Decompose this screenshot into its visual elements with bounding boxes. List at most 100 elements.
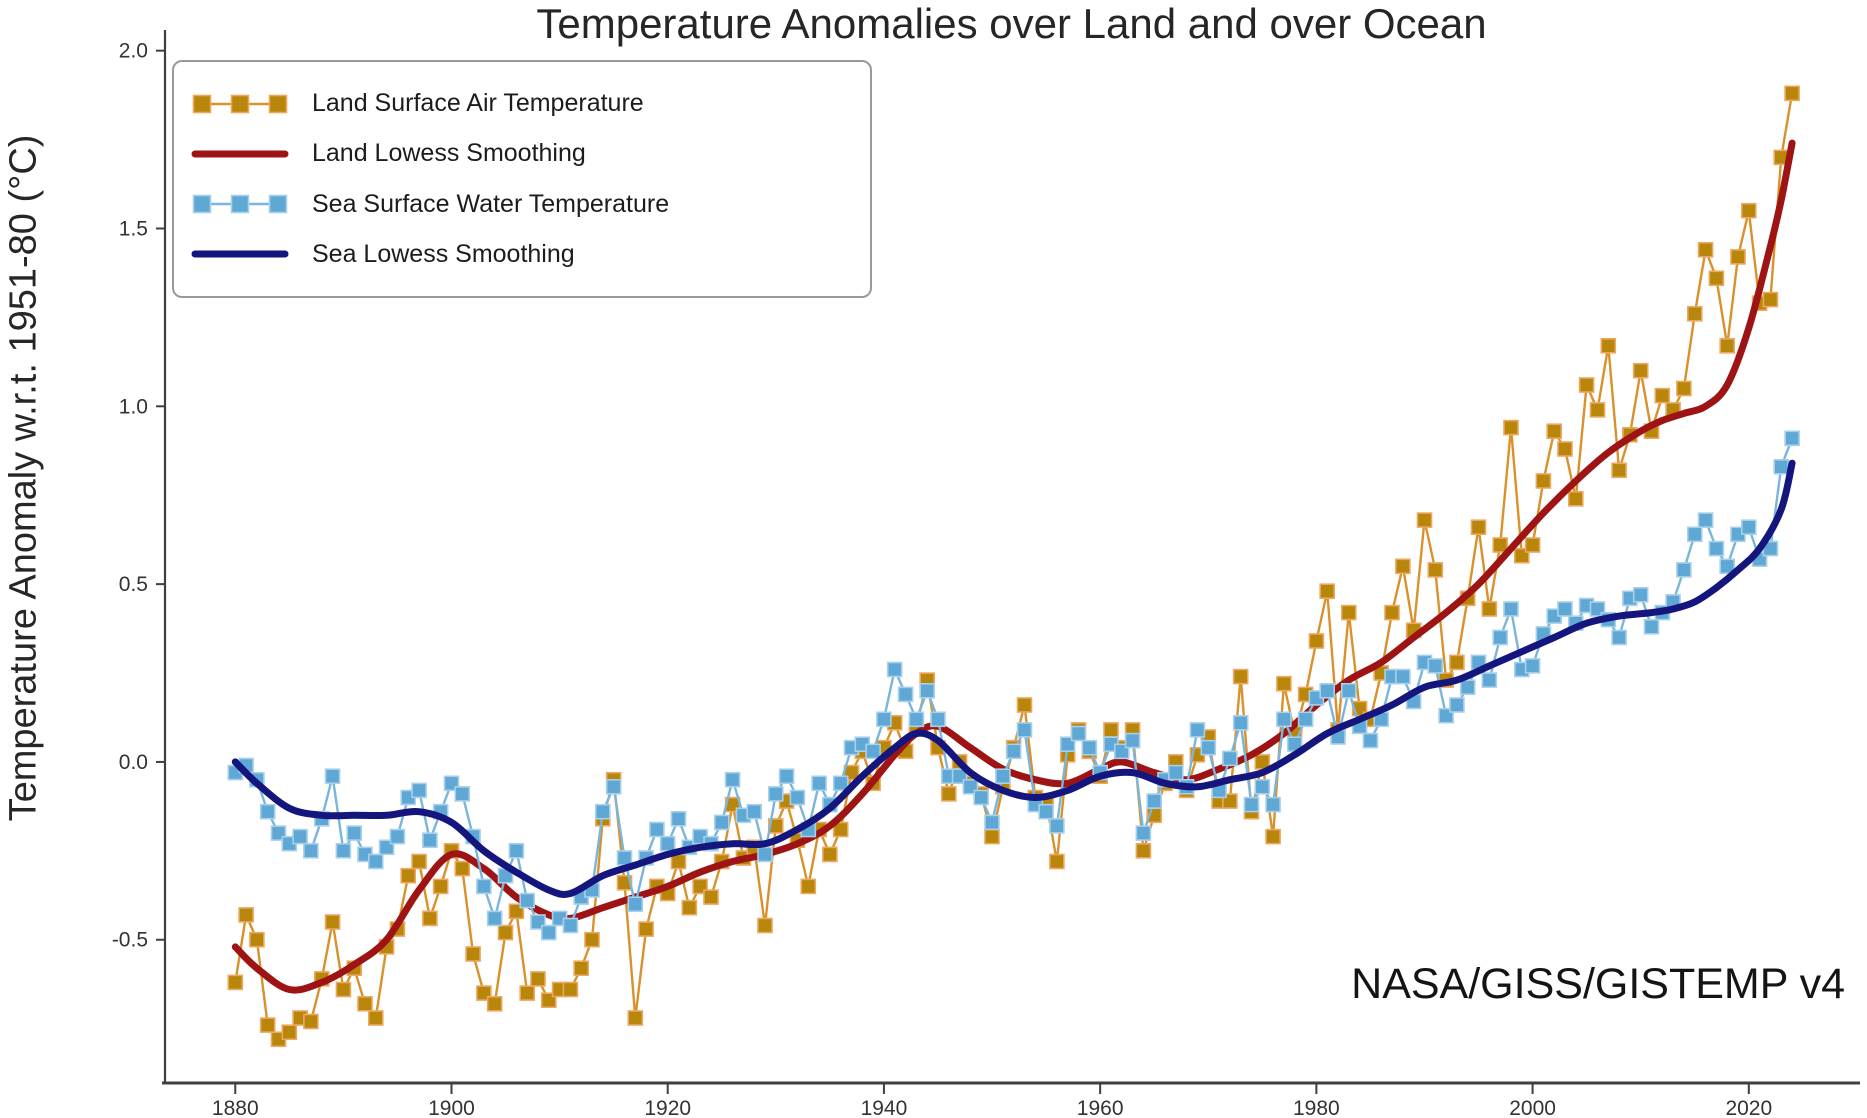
land-annual-series-marker: [1319, 583, 1335, 600]
y-tick-label: -0.5: [112, 929, 148, 952]
sea-lowess-series: [231, 459, 1796, 898]
land-annual-series-marker: [1611, 462, 1627, 479]
sea-annual-series-marker: [476, 878, 492, 895]
y-tick-label: 1.0: [119, 395, 148, 418]
sea-annual-series-marker: [1341, 682, 1357, 699]
sea-annual-series-marker: [605, 778, 622, 795]
data-source-attribution: NASA/GISS/GISTEMP v4: [1351, 960, 1845, 1008]
land-annual-series-marker: [1762, 291, 1779, 308]
sea-annual-series-marker: [1362, 732, 1379, 749]
sea-annual-series-marker: [1124, 732, 1141, 749]
sea-annual-series-marker: [778, 768, 795, 785]
land-annual-series-marker: [1503, 419, 1519, 436]
sea-annual-series-marker: [1741, 519, 1757, 536]
legend-label: Sea Surface Water Temperature: [312, 189, 670, 218]
land-annual-series-marker: [367, 1010, 384, 1026]
sea-annual-series-marker: [1784, 430, 1800, 447]
sea-annual-series-marker: [1708, 540, 1725, 557]
sea-annual-series-marker: [1773, 458, 1789, 475]
sea-lowess-series-line: [231, 459, 1796, 898]
land-annual-series-marker: [1449, 654, 1465, 671]
sea-annual-series-marker: [789, 789, 806, 806]
sea-annual-series-marker: [832, 775, 849, 792]
sea-annual-series-marker: [486, 910, 503, 927]
land-annual-series-marker: [454, 860, 471, 877]
land-annual-series-marker: [1557, 441, 1573, 457]
land-annual-series-marker: [1719, 337, 1735, 354]
sea-annual-series-marker: [1081, 739, 1098, 756]
land-annual-series-marker: [1341, 604, 1357, 621]
sea-annual-series-marker: [886, 661, 903, 678]
sea-annual-series-marker: [259, 803, 276, 820]
land-annual-series-marker: [1308, 633, 1325, 649]
sea-annual-series-marker: [1611, 629, 1627, 646]
sea-annual-series-marker: [1135, 825, 1152, 841]
legend-item-sea-lowess: Sea Lowess Smoothing: [190, 240, 870, 269]
sea-annual-series-marker: [1687, 526, 1703, 543]
land-annual-series-marker: [1470, 519, 1487, 536]
sea-annual-series-marker: [389, 828, 406, 845]
y-axis-label: Temperature Anomaly w.r.t. 1951-80 (°C): [2, 134, 45, 822]
land-annual-series-marker: [486, 995, 503, 1012]
sea-annual-series-marker: [303, 842, 319, 859]
legend-label: Land Lowess Smoothing: [312, 139, 586, 168]
sea-annual-series-marker: [1676, 562, 1692, 578]
land-annual-series-marker: [703, 889, 719, 905]
sea-annual-series-marker: [335, 842, 352, 859]
land-annual-series-marker: [1708, 270, 1725, 287]
land-annual-series-marker: [562, 981, 579, 998]
sea-annual-series-marker: [519, 892, 536, 909]
sea-annual-series-marker: [1005, 743, 1022, 760]
land-annual-series-marker: [324, 914, 341, 930]
sea-annual-series-marker: [1503, 601, 1519, 617]
land-annual-series-marker: [767, 818, 784, 834]
sea-annual-series-marker: [876, 711, 892, 728]
land-annual-series-marker: [822, 846, 838, 863]
sea-annual-series-marker: [649, 821, 665, 838]
sea-lowess-swatch-icon: [191, 250, 289, 258]
legend-label: Sea Lowess Smoothing: [312, 239, 575, 268]
sea-annual-series-marker: [1189, 722, 1206, 738]
sea-annual-series-marker: [1146, 793, 1162, 809]
land-annual-series-marker: [259, 1017, 276, 1033]
land-annual-series-marker: [1654, 387, 1671, 404]
land-lowess-series: [231, 139, 1796, 994]
land-annual-series-marker: [984, 828, 1000, 845]
land-annual-series-marker: [1687, 305, 1703, 322]
land-annual-series-marker: [411, 853, 427, 870]
sea-annual-series-marker: [1719, 558, 1735, 575]
sea-annual-series-marker: [1049, 818, 1065, 834]
legend-label: Land Surface Air Temperature: [312, 89, 644, 118]
sea-annual-series-marker: [670, 810, 687, 827]
sea-annual-series-marker: [659, 835, 676, 852]
land-annual-series-marker: [1049, 853, 1065, 870]
sea-annual-series-marker: [746, 803, 763, 820]
sea-annual-series-marker: [1168, 764, 1184, 781]
sea-annual-series-marker: [411, 782, 427, 799]
land-annual-series-marker: [335, 981, 352, 998]
land-annual-series-marker: [357, 995, 373, 1012]
sea-annual-series-marker: [1276, 711, 1292, 728]
land-annual-series-marker: [681, 899, 698, 916]
land-annual-series-marker: [1589, 402, 1606, 418]
land-annual-series-marker: [1265, 828, 1281, 845]
land-annual-series-marker: [281, 1024, 298, 1040]
land-annual-series-marker: [1492, 537, 1508, 553]
sea-annual-series-marker: [1449, 697, 1465, 713]
land-annual-series-marker: [249, 931, 265, 948]
land-annual-series-marker: [422, 910, 438, 927]
land-lowess-series-line: [231, 139, 1796, 994]
legend: Land Surface Air Temperature Land Lowess…: [172, 60, 872, 298]
land-annual-series-marker: [530, 971, 546, 987]
land-annual-series-marker: [1103, 722, 1119, 738]
x-tick-label: 1880: [212, 1097, 259, 1118]
land-annual-series-marker: [1697, 242, 1714, 258]
land-annual-series-marker: [1578, 377, 1595, 393]
sea-annual-series-marker: [1557, 601, 1573, 617]
land-annual-series-marker: [757, 917, 773, 934]
sea-annual-series-marker: [540, 924, 557, 941]
sea-annual-series-marker: [973, 789, 990, 806]
x-tick-label: 2020: [1725, 1097, 1772, 1118]
land-annual-series-marker: [1395, 558, 1411, 575]
sea-annual-series-marker: [562, 917, 579, 934]
